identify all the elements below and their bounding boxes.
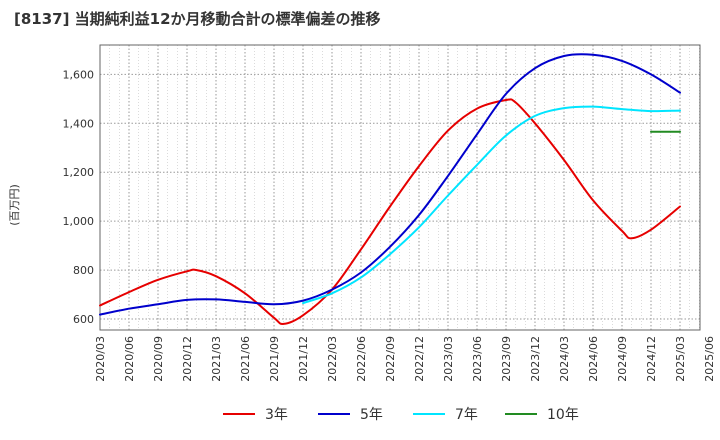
y-tick-label: 1,400 [63,117,95,130]
x-tick-label: 2022/06 [355,336,368,382]
legend-item: 7年 [413,407,478,423]
y-tick-label: 1,600 [63,68,95,81]
y-tick-label: 800 [73,264,94,277]
legend-item: 10年 [505,407,579,423]
x-tick-label: 2025/03 [674,336,687,382]
grid [100,45,700,330]
legend: 3年 5年 7年 10年 [223,407,579,423]
legend-label: 10年 [547,407,579,423]
y-tick-label: 1,000 [63,215,95,228]
x-tick-label: 2020/03 [94,336,107,382]
x-tick-label: 2020/12 [181,336,194,382]
x-tick-label: 2020/06 [123,336,136,382]
x-tick-label: 2021/03 [210,336,223,382]
x-tick-label: 2023/12 [529,336,542,382]
legend-item: 5年 [318,407,383,423]
series-line-2 [99,53,681,316]
x-tick-label: 2024/12 [645,336,658,382]
y-axis-label: (百万円) [8,184,21,226]
x-tick-label: 2023/03 [442,336,455,382]
chart-title: [8137] 当期純利益12か月移動合計の標準偏差の推移 [14,10,381,28]
x-tick-label: 2023/09 [500,336,513,382]
legend-item: 3年 [223,407,288,423]
x-tick-label: 2022/09 [384,336,397,382]
x-tick-label: 2025/06 [703,336,716,382]
y-tick-label: 600 [73,313,94,326]
x-tick-label: 2023/06 [471,336,484,382]
y-tick-label: 1,200 [63,166,95,179]
x-tick-label: 2024/09 [616,336,629,382]
series-line-3 [302,105,681,305]
x-tick-label: 2021/06 [239,336,252,382]
x-tick-label: 2021/12 [297,336,310,382]
x-tick-label: 2021/09 [268,336,281,382]
plot-area [99,44,701,331]
x-tick-label: 2020/09 [152,336,165,382]
x-tick-label: 2022/03 [326,336,339,382]
legend-label: 3年 [265,407,288,423]
x-tick-label: 2022/12 [413,336,426,382]
legend-label: 7年 [455,407,478,423]
x-tick-label: 2024/06 [587,336,600,382]
legend-label: 5年 [360,407,383,423]
series-line-1 [99,98,681,325]
x-tick-label: 2024/03 [558,336,571,382]
